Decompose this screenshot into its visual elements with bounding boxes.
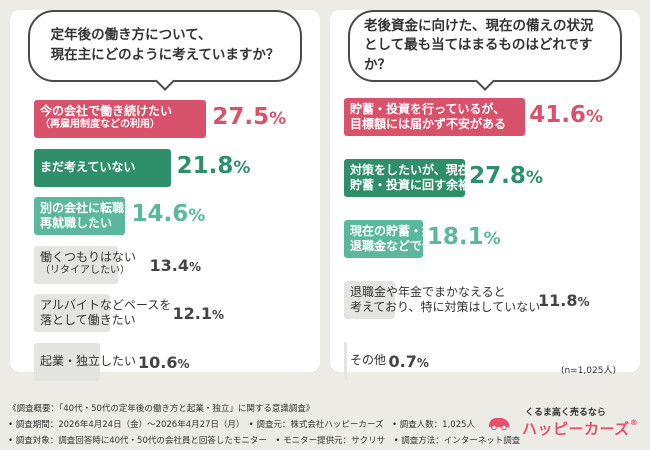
value-label: 0.7%: [388, 352, 429, 371]
bar: [344, 281, 396, 319]
bar-label: 貯蓄・投資を行っているが、 目標額には届かず不安がある: [350, 102, 507, 132]
value-label: 11.8%: [538, 291, 590, 310]
bar: [34, 148, 171, 187]
bar: [34, 294, 110, 332]
bar-label: アルバイトなどペースを 落として働きたい: [40, 298, 172, 328]
bar: [344, 159, 466, 197]
bar: [344, 342, 348, 380]
right-question-bubble: 老後資金に向けた、現在の備えの状況 として最も当てはまるものはどれですか？: [348, 10, 622, 82]
bar: [344, 220, 423, 258]
right-question-text: 老後資金に向けた、現在の備えの状況 として最も当てはまるものはどれですか？: [364, 17, 594, 73]
value-label: 41.6%: [529, 102, 603, 128]
value-label: 13.4%: [149, 255, 202, 275]
car-logo-icon: [489, 418, 509, 430]
bar: [34, 100, 207, 138]
survey-target-line: • 調査対象：調査回答時に40代・50代の会社員と回答したモニター • モニター…: [8, 436, 521, 446]
bar: [344, 98, 526, 136]
survey-overview-line: 《調査概要：「40代・50代の定年後の働き方と起業・独立」に関する意識調査》: [8, 404, 315, 414]
value-label: 27.5%: [212, 104, 287, 130]
bar: [34, 197, 126, 235]
bar-label: まだ考えていない: [40, 159, 136, 174]
value-label: 21.8%: [176, 152, 251, 179]
value-label: 12.1%: [172, 304, 225, 323]
value-label: 18.1%: [426, 224, 501, 250]
bar-label: 今の会社で働き続けたい （再雇用制度などの利用）: [40, 104, 173, 131]
registered-mark: ®: [629, 418, 639, 427]
bar-label: 現在の貯蓄・投資や 退職金などで十分に備えられる: [350, 224, 518, 254]
right-chart-panel: 老後資金に向けた、現在の備えの状況 として最も当てはまるものはどれですか？ 貯蓄…: [330, 10, 640, 380]
bar-label: その他: [350, 353, 387, 367]
survey-details-line: • 調査期間：2026年4月24日（金）～2026年4月27日（月） • 調査元…: [8, 420, 476, 430]
bar-label: 起業・独立したい: [40, 353, 137, 368]
bar-label: 別の会社に転職・ 再就職したい: [40, 201, 137, 231]
left-chart-panel: 定年後の働き方について、 現在主にどのように考えていますか？ 今の会社で働き続け…: [10, 10, 320, 381]
logo-name-text: ハッピーカーズ: [522, 420, 630, 438]
value-label: 27.8%: [469, 163, 543, 189]
left-question-bubble: 定年後の働き方について、 現在主にどのように考えていますか？: [28, 10, 302, 82]
bar-label: 対策をしたいが、現在の収入では 貯蓄・投資に回す余裕がない: [350, 163, 530, 193]
sample-size-note: (n=1,025人): [560, 366, 616, 376]
logo-name: ハッピーカーズ®: [522, 418, 638, 439]
value-label: 14.6%: [131, 201, 206, 227]
left-question-text: 定年後の働き方について、 現在主にどのように考えていますか？: [50, 27, 280, 63]
value-label: 10.6%: [138, 352, 190, 372]
bar: [34, 342, 101, 381]
bar-label: 退職金や年金でまかなえると 考えており、特に対策はしていない: [350, 285, 541, 315]
bar: [34, 245, 118, 284]
logo-tagline: くるま高く売るなら: [525, 408, 606, 418]
bar-label: 働くつもりはない （リタイアしたい）: [40, 249, 137, 276]
